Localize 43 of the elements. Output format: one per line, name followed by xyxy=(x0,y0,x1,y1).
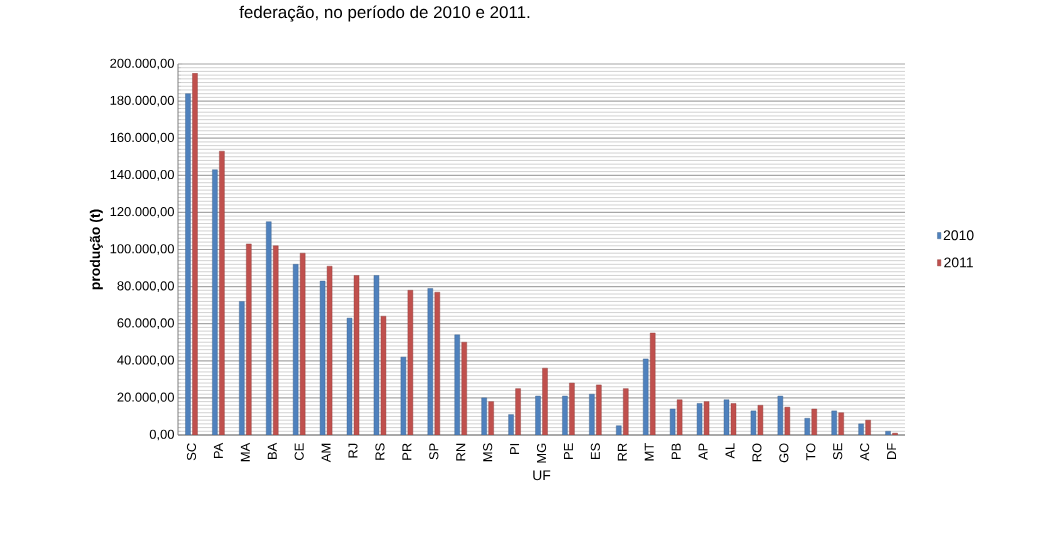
y-tick-label: 60.000,00 xyxy=(117,318,174,330)
x-tick-label: PB xyxy=(671,443,681,459)
x-tick-label: RJ xyxy=(348,443,358,458)
y-tick-label: 20.000,00 xyxy=(117,392,174,404)
x-tick-label: AC xyxy=(860,443,870,461)
x-tick-label: MG xyxy=(536,443,547,463)
x-tick-label: AL xyxy=(725,443,735,459)
x-tick-label: GO xyxy=(779,443,789,463)
x-tick-label: ES xyxy=(590,443,600,459)
x-tick-label: PI xyxy=(510,443,520,454)
x-tick-label: MA xyxy=(240,442,250,462)
y-tick-label: 180.000,00 xyxy=(110,95,174,107)
legend-label: 2010 xyxy=(943,230,974,241)
x-tick-label: SP xyxy=(429,443,439,460)
x-tick-label: CE xyxy=(294,443,304,461)
x-axis-title: UF xyxy=(533,470,551,481)
y-tick-label: 140.000,00 xyxy=(110,169,174,181)
x-tick-label: SE xyxy=(833,443,843,460)
legend-label: 2011 xyxy=(944,257,973,268)
y-tick-label: 40.000,00 xyxy=(117,355,174,367)
text: federação, no período de 2010 e 2011. xyxy=(239,5,530,22)
x-tick-label: RN xyxy=(456,443,466,461)
x-tick-label: RO xyxy=(752,443,762,462)
x-tick-label: DF xyxy=(887,443,896,459)
x-tick-label: RR xyxy=(617,443,627,461)
x-tick-label: MS xyxy=(483,443,493,462)
x-tick-label: TO xyxy=(806,443,816,461)
y-tick-label: 80.000,00 xyxy=(117,281,174,292)
x-tick-label: PA xyxy=(213,442,223,459)
y-tick-label: 160.000,00 xyxy=(110,132,174,144)
x-tick-label: PR xyxy=(402,443,412,460)
y-tick-label: 0,00 xyxy=(149,429,174,441)
y-tick-label: 200.000,00 xyxy=(110,58,174,70)
x-tick-label: AP xyxy=(698,443,708,461)
y-axis-title: produção (t) xyxy=(89,209,103,290)
x-tick-label: BA xyxy=(267,442,277,459)
x-tick-label: MT xyxy=(644,443,654,461)
x-tick-label: PE xyxy=(563,443,573,459)
y-tick-label: 120.000,00 xyxy=(110,207,174,218)
x-tick-label: AM xyxy=(321,443,331,463)
x-tick-label: SC xyxy=(186,443,197,461)
y-tick-label: 100.000,00 xyxy=(110,244,174,255)
x-tick-label: RS xyxy=(375,443,385,460)
